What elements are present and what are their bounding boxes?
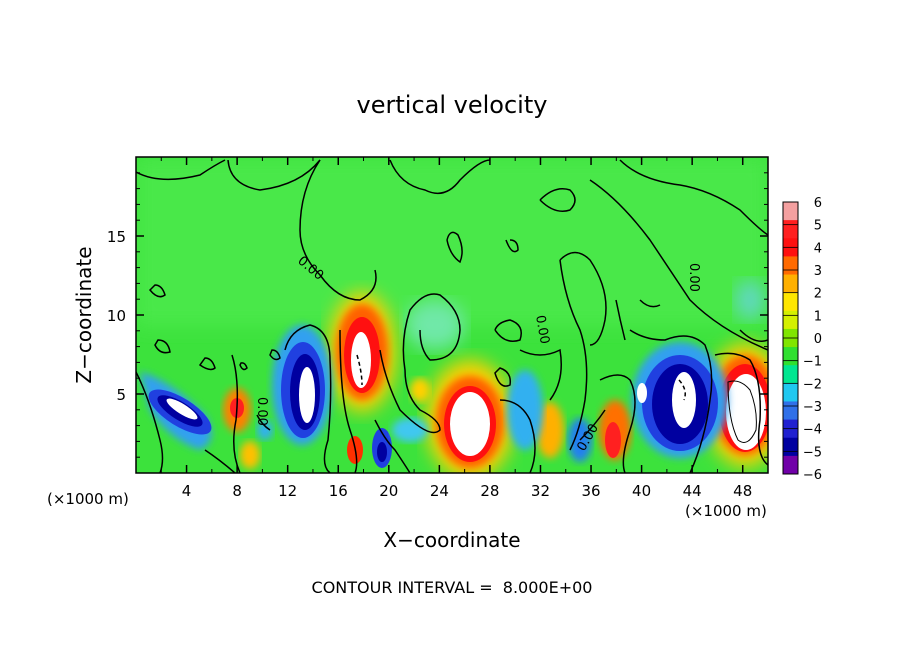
colorbar-level-label: −3 — [803, 400, 822, 415]
x-tick-label: 20 — [379, 482, 398, 500]
colorbar-swatch — [783, 365, 798, 384]
y-tick-label: 15 — [107, 228, 126, 246]
x-tick-label: 40 — [632, 482, 651, 500]
colorbar-level-label: −2 — [803, 377, 822, 392]
colorbar-level-label: 0 — [814, 332, 822, 347]
colorbar-level-label: 3 — [814, 264, 822, 279]
colorbar: 6 5 4 3 2 1 0 −1 −2 −3 −4 −5 −6 — [782, 196, 822, 483]
colorbar-swatch — [783, 202, 798, 221]
x-tick-label: 48 — [733, 482, 752, 500]
downdraft-core-4km — [140, 372, 212, 450]
colorbar-level-label: −5 — [803, 445, 822, 460]
x-tick-label: 16 — [329, 482, 348, 500]
colorbar-swatch — [783, 220, 798, 239]
plot-area: 0.00 0.00 0.00 0.00 0.00 — [136, 157, 768, 473]
x-tick-label: 36 — [581, 482, 600, 500]
downdraft-core-43km — [632, 342, 728, 458]
y-axis-title: Z−coordinate — [72, 246, 96, 383]
colorbar-swatch — [783, 455, 798, 475]
colorbar-swatch — [783, 256, 798, 276]
colorbar-level-label: −6 — [803, 468, 822, 483]
x-axis-title: X−coordinate — [383, 528, 520, 552]
downdraft-core-13km — [272, 325, 332, 445]
colorbar-swatch — [783, 274, 798, 294]
x-tick-label: 28 — [480, 482, 499, 500]
x-tick-label: 4 — [182, 482, 192, 500]
x-tick-label: 44 — [683, 482, 702, 500]
x-tick-label: 8 — [232, 482, 242, 500]
colorbar-swatch — [783, 292, 798, 312]
contour-interval-label: CONTOUR INTERVAL = 8.000E+00 — [312, 578, 593, 597]
x-tick-label: 12 — [278, 482, 297, 500]
y-unit-label: (×1000 m) — [47, 490, 129, 508]
contour-label: 0.00 — [532, 314, 552, 345]
colorbar-level-label: 6 — [814, 196, 822, 211]
updraft-core-26km — [426, 360, 514, 473]
chart-title: vertical velocity — [357, 91, 548, 119]
y-tick-label: 10 — [107, 307, 126, 325]
x-axis: 4 8 12 16 20 24 28 32 36 40 44 48 — [160, 157, 752, 500]
colorbar-level-label: 2 — [814, 287, 822, 302]
x-tick-label: 32 — [531, 482, 550, 500]
colorbar-swatch — [783, 347, 798, 366]
colorbar-level-label: 1 — [814, 309, 822, 324]
colorbar-level-label: 4 — [814, 241, 822, 256]
colorbar-level-label: −4 — [803, 423, 822, 438]
x-unit-label: (×1000 m) — [685, 502, 767, 520]
x-tick-label: 24 — [430, 482, 449, 500]
colorbar-swatch — [783, 401, 798, 421]
y-axis: 5 10 15 — [107, 172, 768, 458]
colorbar-level-label: 5 — [814, 219, 822, 234]
contour-label: 0.00 — [254, 397, 269, 426]
contour-label: 0.00 — [686, 263, 701, 292]
colorbar-swatch — [783, 383, 798, 402]
updraft-core-18km — [328, 292, 396, 412]
y-tick-label: 5 — [116, 386, 126, 404]
contour-lines — [136, 159, 768, 473]
colorbar-swatch — [783, 310, 798, 330]
colorbar-swatch — [783, 437, 798, 457]
colorbar-level-label: −1 — [803, 355, 822, 370]
